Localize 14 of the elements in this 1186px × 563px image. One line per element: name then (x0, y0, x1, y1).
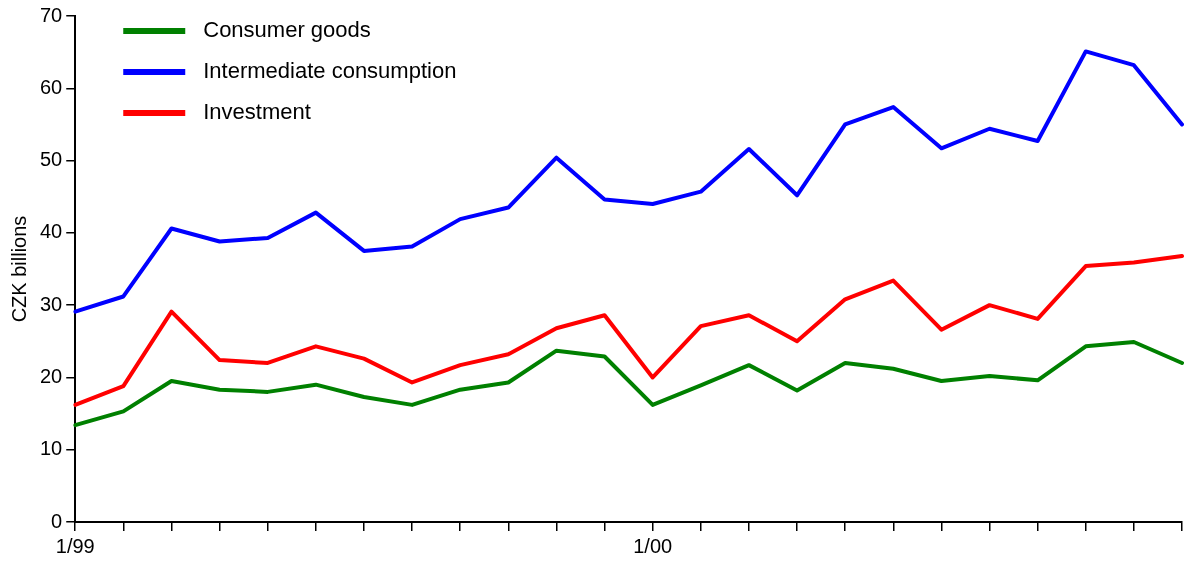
y-tick-label: 10 (40, 437, 63, 460)
y-tick-label: 30 (40, 292, 63, 315)
x-tick-label: 1/99 (55, 534, 95, 557)
y-tick-label: 60 (40, 75, 63, 98)
y-tick-label: 70 (40, 3, 63, 26)
y-tick-label: 40 (40, 220, 63, 243)
y-tick-label: 20 (40, 364, 63, 387)
x-tick-label: 1/00 (633, 534, 673, 557)
y-tick-label: 0 (51, 509, 63, 532)
y-tick-label: 50 (40, 148, 63, 171)
legend-label: Consumer goods (203, 17, 371, 43)
legend-label: Investment (203, 99, 311, 125)
legend-label: Intermediate consumption (203, 58, 457, 84)
y-axis-title: CZK billions (7, 215, 30, 323)
